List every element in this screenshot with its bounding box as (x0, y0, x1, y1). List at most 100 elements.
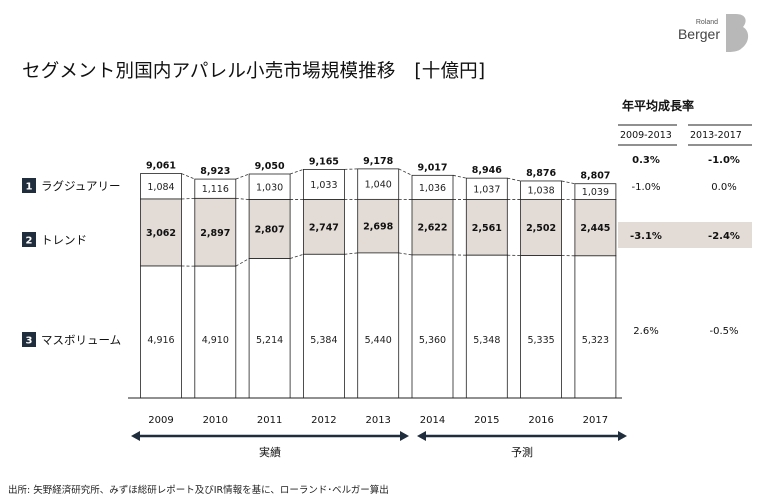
growth-value-mass: 2.6% (633, 326, 658, 337)
actual-period-arrow-head-left (131, 431, 140, 441)
bar-segment-mass (194, 265, 237, 399)
data-label-trend: 2,897 (200, 228, 230, 239)
data-label-trend: 2,502 (526, 223, 556, 234)
page-title: セグメント別国内アパレル小売市場規模推移 [十億円] (22, 61, 486, 82)
bar-segment-luxury (411, 174, 454, 200)
x-tick-label: 2009 (148, 415, 173, 426)
bar-segment-trend (248, 199, 291, 259)
x-tick-label: 2014 (420, 415, 445, 426)
segment-number-box-trend (22, 232, 36, 247)
data-label-luxury: 1,030 (256, 182, 283, 193)
data-label-mass: 5,384 (310, 335, 337, 346)
segment-name-luxury: ラグジュアリー (41, 179, 120, 193)
data-label-luxury: 1,037 (473, 184, 500, 195)
bar-segment-luxury (140, 173, 182, 200)
actual-period-label: 実績 (259, 445, 281, 459)
data-label-trend: 3,062 (146, 228, 176, 239)
logo-b-mark (726, 14, 749, 52)
data-label-luxury: 1,040 (365, 180, 392, 191)
connector-line-trend (289, 253, 304, 259)
connector-line-total (235, 173, 250, 180)
data-label-mass: 5,348 (473, 335, 500, 346)
total-label: 9,050 (255, 161, 285, 172)
connector-line-total (507, 177, 521, 182)
x-tick-label: 2016 (528, 415, 553, 426)
bar-segment-luxury (302, 168, 345, 200)
x-tick-label: 2015 (474, 415, 499, 426)
segment-number-box-mass (22, 332, 36, 347)
growth-value-luxury: 0.0% (711, 182, 736, 193)
bar-segment-mass (302, 253, 345, 399)
total-growth-value: -1.0% (708, 155, 740, 166)
data-label-trend: 2,445 (580, 223, 610, 234)
connector-line-total (398, 168, 413, 176)
data-label-trend: 2,807 (255, 225, 285, 236)
data-label-luxury: 1,038 (527, 186, 554, 197)
bar-segment-trend (194, 197, 237, 267)
total-label: 8,923 (200, 166, 230, 177)
bar-segment-trend (357, 198, 400, 254)
bar-segment-mass (411, 254, 454, 399)
forecast-period-arrow-head-left (417, 431, 426, 441)
connector-line-trend (398, 252, 413, 256)
total-label: 9,178 (363, 156, 393, 167)
growth-table-title: 年平均成長率 (622, 98, 694, 113)
data-label-trend: 2,561 (472, 223, 502, 234)
growth-col-header-2013-2017: 2013-2017 (690, 130, 742, 141)
data-label-luxury: 1,116 (202, 184, 229, 195)
source-note: 出所: 矢野経済研究所、みずほ総研レポート及びIR情報を基に、ローランド･ベルガ… (8, 485, 389, 496)
total-label: 8,876 (526, 168, 556, 179)
bar-segment-trend (520, 199, 562, 256)
x-tick-label: 2011 (257, 415, 282, 426)
data-label-mass: 4,910 (202, 335, 229, 346)
forecast-period-arrow-head-right (618, 431, 627, 441)
segment-name-trend: トレンド (41, 233, 87, 247)
connector-line-luxury (181, 197, 195, 200)
data-label-trend: 2,698 (363, 222, 393, 233)
connector-line-total (344, 168, 358, 170)
trend-growth-highlight (618, 222, 752, 248)
total-growth-value: 0.3% (632, 155, 660, 166)
total-label: 8,807 (580, 171, 610, 182)
x-tick-label: 2017 (583, 415, 608, 426)
data-label-luxury: 1,084 (147, 182, 174, 193)
growth-value-mass: -0.5% (709, 326, 738, 337)
bar-segment-mass (465, 254, 508, 399)
bar-segment-luxury (248, 173, 291, 200)
bar-segment-mass (357, 252, 400, 399)
data-label-mass: 5,335 (527, 335, 554, 346)
data-label-trend: 2,622 (417, 223, 447, 234)
bar-segment-mass (520, 255, 562, 399)
bar-segment-mass (574, 255, 617, 399)
data-label-mass: 4,916 (147, 335, 174, 346)
x-tick-label: 2013 (365, 415, 390, 426)
data-label-mass: 5,360 (419, 335, 446, 346)
bar-segment-trend (574, 198, 617, 257)
data-label-mass: 5,440 (365, 335, 392, 346)
segment-name-mass: マスボリューム (41, 333, 121, 347)
bar-segment-trend (302, 199, 345, 255)
growth-value-trend: -2.4% (708, 231, 740, 242)
total-label: 8,946 (472, 165, 502, 176)
connector-line-trend (344, 252, 358, 255)
total-label: 9,017 (417, 162, 447, 173)
connector-line-total (561, 180, 575, 185)
segment-number-luxury: 1 (26, 182, 33, 193)
logo-text-berger: Berger (678, 26, 720, 42)
total-label: 9,061 (146, 161, 176, 172)
connector-line-total (289, 169, 304, 175)
segment-number-mass: 3 (26, 336, 33, 347)
bar-segment-trend (411, 199, 454, 256)
roland-berger-logo: Roland Berger (678, 14, 749, 52)
connector-line-luxury (235, 197, 250, 200)
growth-col-header-2009-2013: 2009-2013 (620, 130, 672, 141)
data-label-mass: 5,214 (256, 335, 283, 346)
bar-segment-trend (465, 199, 508, 256)
x-tick-label: 2012 (311, 415, 336, 426)
data-label-luxury: 1,033 (310, 180, 337, 191)
data-label-trend: 2,747 (309, 222, 339, 233)
bar-segment-luxury (357, 168, 400, 200)
data-label-mass: 5,323 (582, 335, 609, 346)
total-label: 9,165 (309, 156, 339, 167)
